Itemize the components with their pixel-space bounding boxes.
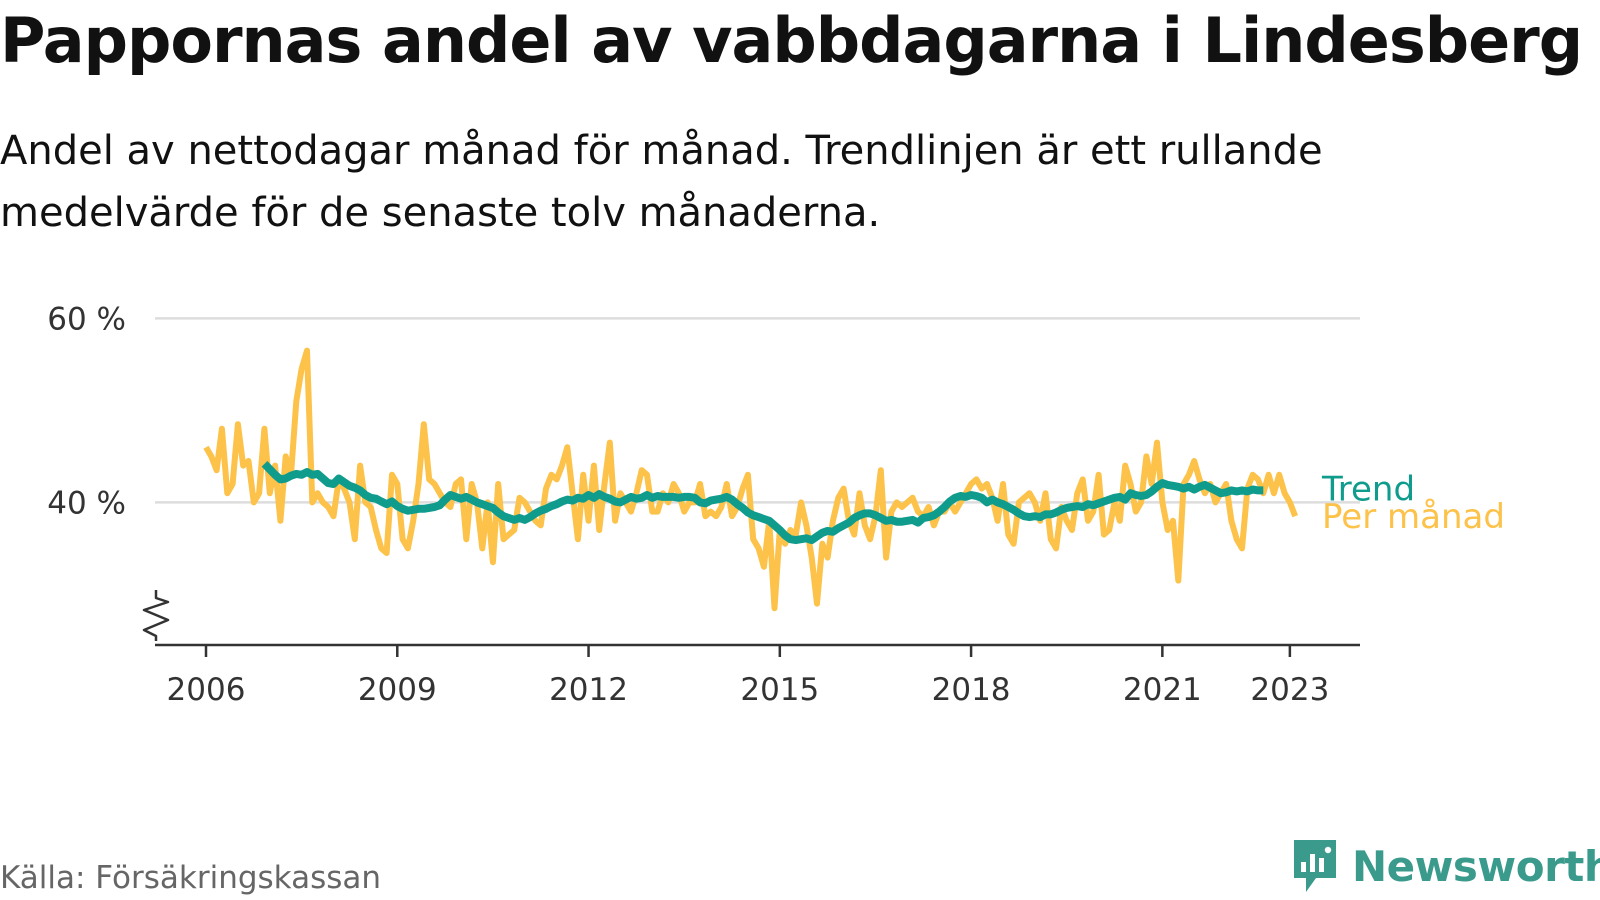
chart-subtitle: Andel av nettodagar månad för månad. Tre… (0, 128, 1323, 236)
series-line-per-manad (203, 347, 1299, 612)
x-tick-label-0: 2006 (167, 672, 246, 708)
brand-name: Newsworthy (1352, 841, 1600, 891)
series-label-trend: Trend (1321, 469, 1415, 509)
y-tick-label-0: 40 % (47, 485, 126, 521)
chart-title: Pappornas andel av vabbdagarna i Lindesb… (0, 4, 1583, 77)
newsworthy-icon (1294, 840, 1336, 892)
series-label-per-manad: Per månad (1322, 497, 1505, 537)
y-tick-label-1: 60 % (47, 301, 126, 337)
x-tick-label-3: 2015 (740, 672, 819, 708)
brand-logo: Newsworthy (1290, 838, 1600, 894)
axis-break-icon (142, 590, 170, 641)
series-line-trend (261, 461, 1264, 545)
x-tick-label-1: 2009 (358, 672, 437, 708)
axis-layer: 40 % 60 % 2006 2009 2012 2015 2018 2021 2023 (47, 301, 1360, 708)
series-layer (203, 347, 1299, 612)
x-tick-label-5: 2021 (1123, 672, 1202, 708)
source-note: Källa: Försäkringskassan (0, 860, 382, 896)
x-tick-label-2: 2012 (549, 672, 628, 708)
x-tick-label-6: 2023 (1250, 672, 1329, 708)
x-tick-label-4: 2018 (932, 672, 1011, 708)
grid-layer (155, 317, 1360, 504)
